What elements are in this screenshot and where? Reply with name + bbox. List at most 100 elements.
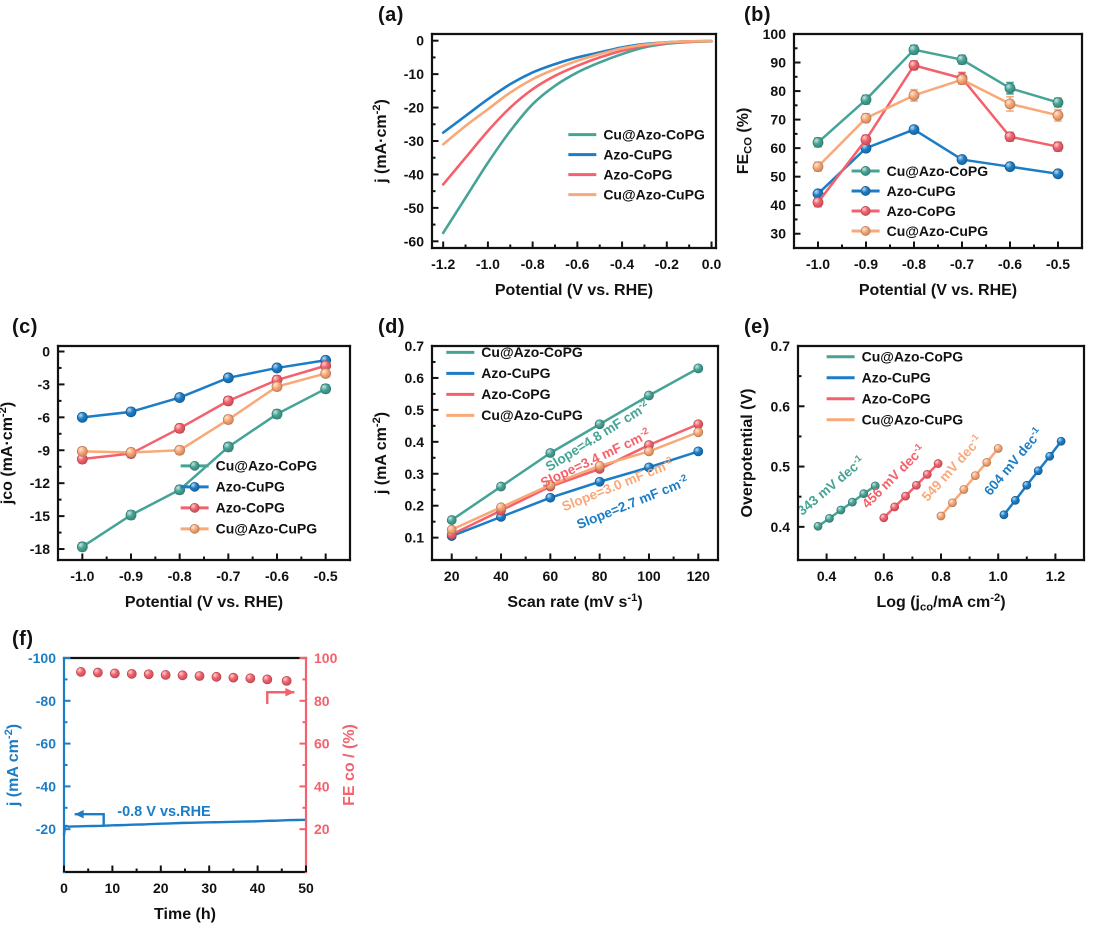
- svg-text:0.6: 0.6: [405, 370, 425, 386]
- svg-text:60: 60: [314, 736, 330, 752]
- panel-f-chart: -0.8 V vs.RHE 0 10 20 30 40 50 -100 -80 -60 -40 -20…: [3, 650, 358, 923]
- svg-text:30: 30: [770, 226, 786, 242]
- svg-text:0.1: 0.1: [405, 530, 425, 546]
- svg-text:Cu@Azo-CoPG: Cu@Azo-CoPG: [887, 163, 989, 179]
- svg-text:-40: -40: [404, 166, 424, 182]
- svg-text:Cu@Azo-CuPG: Cu@Azo-CuPG: [862, 412, 964, 428]
- svg-text:70: 70: [770, 112, 786, 128]
- svg-text:-0.8: -0.8: [521, 256, 545, 272]
- svg-text:40: 40: [493, 568, 509, 584]
- svg-text:-12: -12: [30, 475, 50, 491]
- panel-a: (a) -1.2 -1.0 -0.8 -0.6 -0.4 -0.2 0.0 0 -10 -20 -3…: [366, 0, 732, 312]
- svg-text:-18: -18: [30, 541, 50, 557]
- svg-text:100: 100: [314, 650, 338, 666]
- svg-text:80: 80: [592, 568, 608, 584]
- svg-text:-20: -20: [36, 821, 56, 837]
- svg-text:50: 50: [298, 880, 314, 896]
- svg-text:Potential (V vs. RHE): Potential (V vs. RHE): [125, 594, 283, 611]
- panel-e: (e) 343 mV dec-1 456 mV dec-1 549 mV dec-1…: [732, 312, 1098, 624]
- svg-text:40: 40: [314, 778, 330, 794]
- svg-text:0.7: 0.7: [771, 338, 791, 354]
- svg-text:-50: -50: [404, 200, 424, 216]
- svg-text:0: 0: [60, 880, 68, 896]
- svg-text:Azo-CoPG: Azo-CoPG: [603, 166, 672, 182]
- svg-text:-0.4: -0.4: [610, 256, 634, 272]
- panel-b-chart: -1.0 -0.9 -0.8 -0.7 -0.6 -0.5 30 40 50 60 70 80 90 10…: [735, 26, 1084, 299]
- svg-text:Azo-CoPG: Azo-CoPG: [481, 386, 550, 402]
- svg-text:Azo-CoPG: Azo-CoPG: [887, 203, 956, 219]
- svg-text:20: 20: [153, 880, 169, 896]
- svg-text:-0.5: -0.5: [314, 568, 338, 584]
- svg-text:0.6: 0.6: [874, 568, 894, 584]
- svg-text:0.6: 0.6: [771, 398, 791, 414]
- svg-text:0.4: 0.4: [405, 434, 425, 450]
- svg-text:Azo-CuPG: Azo-CuPG: [862, 370, 931, 386]
- svg-text:60: 60: [770, 140, 786, 156]
- svg-text:Cu@Azo-CuPG: Cu@Azo-CuPG: [481, 407, 583, 423]
- svg-text:j (mA cm-2): j (mA cm-2): [371, 412, 390, 495]
- svg-text:Scan rate (mV s-1): Scan rate (mV s-1): [507, 592, 642, 611]
- svg-text:-0.7: -0.7: [950, 256, 974, 272]
- svg-text:20: 20: [314, 821, 330, 837]
- svg-text:1.0: 1.0: [988, 568, 1008, 584]
- panel-c-chart: -1.0 -0.9 -0.8 -0.7 -0.6 -0.5 0 -3 -6 -9 -12 -15 -18…: [0, 343, 352, 611]
- svg-text:0.5: 0.5: [771, 459, 791, 475]
- svg-text:0.3: 0.3: [405, 466, 425, 482]
- svg-text:0.0: 0.0: [702, 256, 722, 272]
- svg-text:80: 80: [770, 83, 786, 99]
- svg-text:0.7: 0.7: [405, 338, 425, 354]
- svg-text:-1.0: -1.0: [806, 256, 830, 272]
- svg-text:j (mA cm-2): j (mA cm-2): [3, 724, 22, 807]
- svg-text:-40: -40: [36, 778, 56, 794]
- svg-text:-30: -30: [404, 133, 424, 149]
- panel-a-chart: -1.2 -1.0 -0.8 -0.6 -0.4 -0.2 0.0 0 -10 -20 -30 -40…: [371, 33, 722, 299]
- svg-text:-0.9: -0.9: [854, 256, 878, 272]
- svg-text:-0.9: -0.9: [119, 568, 143, 584]
- panel-d: (d) Slope=4.8 mF cm-2 Slope=3.4 mF cm-2 Sl…: [366, 312, 732, 624]
- panel-c: (c) -1.0 -0.9 -0.8 -0.7 -0.6 -0.5 0 -3 -6 -9 -12 -1…: [0, 312, 366, 624]
- svg-text:-0.6: -0.6: [265, 568, 289, 584]
- svg-text:50: 50: [770, 169, 786, 185]
- svg-text:100: 100: [637, 568, 661, 584]
- svg-text:Azo-CuPG: Azo-CuPG: [887, 183, 956, 199]
- svg-text:Time (h): Time (h): [154, 906, 216, 923]
- svg-text:0: 0: [416, 33, 424, 49]
- svg-text:jco (mA·cm-2): jco (mA·cm-2): [0, 402, 16, 505]
- svg-text:Potential (V vs. RHE): Potential (V vs. RHE): [859, 282, 1017, 299]
- svg-text:-0.8 V vs.RHE: -0.8 V vs.RHE: [117, 804, 211, 820]
- svg-text:Cu@Azo-CuPG: Cu@Azo-CuPG: [887, 223, 989, 239]
- svg-text:-0.8: -0.8: [168, 568, 192, 584]
- svg-text:-0.6: -0.6: [565, 256, 589, 272]
- svg-text:-6: -6: [38, 409, 51, 425]
- svg-text:-60: -60: [404, 233, 424, 249]
- svg-text:0.4: 0.4: [771, 519, 791, 535]
- svg-text:30: 30: [201, 880, 217, 896]
- svg-text:549 mV dec-1: 549 mV dec-1: [918, 432, 985, 504]
- svg-text:80: 80: [314, 693, 330, 709]
- svg-text:100: 100: [763, 26, 787, 42]
- svg-text:456 mV dec-1: 456 mV dec-1: [858, 441, 928, 511]
- svg-text:Azo-CoPG: Azo-CoPG: [216, 500, 285, 516]
- svg-text:-0.7: -0.7: [216, 568, 240, 584]
- svg-text:Cu@Azo-CoPG: Cu@Azo-CoPG: [603, 126, 705, 142]
- svg-text:-15: -15: [30, 508, 50, 524]
- svg-text:0.5: 0.5: [405, 402, 425, 418]
- svg-text:60: 60: [543, 568, 559, 584]
- svg-text:0.2: 0.2: [405, 498, 425, 514]
- svg-text:90: 90: [770, 55, 786, 71]
- svg-text:10: 10: [105, 880, 121, 896]
- svg-text:-100: -100: [28, 650, 56, 666]
- svg-text:FE co / (%): FE co / (%): [341, 724, 358, 806]
- svg-text:-20: -20: [404, 100, 424, 116]
- svg-text:-1.2: -1.2: [431, 256, 455, 272]
- svg-text:j (mA·cm-2): j (mA·cm-2): [371, 99, 390, 184]
- panel-b: (b) -1.0 -0.9 -0.8 -0.7 -0.6 -0.5 30 40 50 60 70 80…: [732, 0, 1098, 312]
- svg-text:Cu@Azo-CoPG: Cu@Azo-CoPG: [862, 349, 964, 365]
- panel-f: (f) -0.8 V vs.RHE 0 10 20 30 40 50 -100 -80 -60 -4…: [0, 624, 366, 936]
- svg-text:Cu@Azo-CoPG: Cu@Azo-CoPG: [216, 458, 318, 474]
- svg-text:Cu@Azo-CoPG: Cu@Azo-CoPG: [481, 344, 583, 360]
- svg-text:Azo-CuPG: Azo-CuPG: [216, 479, 285, 495]
- panel-f-label: (f): [12, 628, 34, 650]
